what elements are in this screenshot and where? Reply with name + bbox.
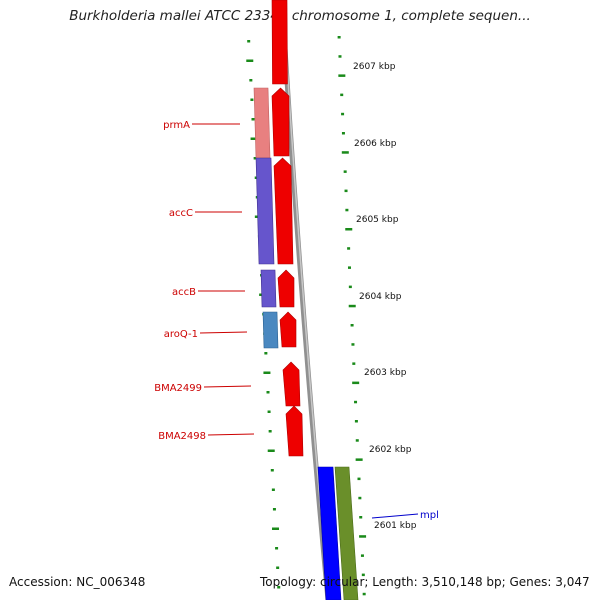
inner-scale-tick [254,176,258,179]
scale-label-kbp-2603: 2603 kbp [364,368,407,378]
cds-arrow-BMA2498 [285,405,304,457]
leader-line-BMA2498 [207,433,255,436]
outer-scale-tick [355,458,363,461]
outer-scale-tick [354,400,358,404]
gene-bar-mpl [334,466,359,600]
inner-scale-tick [246,59,254,62]
inner-scale-tick [277,586,281,589]
leader-line-mpl [371,513,419,519]
cds-block-top [271,0,288,85]
inner-scale-tick [275,547,279,550]
gene-label-mpl: mpl [420,510,439,521]
scale-label-kbp-2606: 2606 kbp [354,139,397,149]
cds-arrow-prmA [271,87,290,157]
gene-label-BMA2499: BMA2499 [154,383,202,394]
outer-scale-tick [357,477,361,481]
outer-scale-tick [344,189,348,193]
outer-scale-tick [352,381,360,385]
outer-scale-tick [343,170,347,173]
cds-arrow-accC [273,157,294,265]
outer-scale-tick [360,554,364,557]
gene-label-prmA: prmA [163,120,190,131]
outer-scale-tick [345,208,349,212]
outer-scale-tick [341,132,345,135]
genome-summary-text: Topology: circular; Length: 3,510,148 bp… [260,575,590,589]
inner-scale-tick [250,137,258,140]
gene-bar-accC [255,157,275,265]
outer-scale-tick [347,266,351,269]
inner-scale-tick [266,391,270,394]
outer-scale-tick [341,112,345,116]
inner-scale-tick [251,118,255,121]
cds-arrow-BMA2499 [282,361,301,407]
gene-label-accC: accC [169,208,193,219]
inner-scale-tick [247,40,251,43]
leader-line-aroQ-1 [199,331,248,334]
scale-label-kbp-2601: 2601 kbp [374,521,417,531]
inner-scale-tick [250,98,254,101]
inner-scale-tick [270,469,274,472]
outer-scale-tick [350,324,354,327]
gene-bar-prmA [253,87,271,159]
outer-scale-tick [355,439,359,442]
gene-label-aroQ-1: aroQ-1 [164,329,198,340]
map-title: Burkholderia mallei ATCC 23344 chromosom… [69,8,531,24]
scale-label-kbp-2604: 2604 kbp [359,292,402,302]
outer-scale-tick [338,55,342,58]
outer-scale-tick [352,362,356,365]
gene-bar-accB [260,269,277,308]
gene-label-BMA2498: BMA2498 [158,431,206,442]
outer-scale-tick [340,93,344,97]
scale-label-kbp-2602: 2602 kbp [369,445,412,455]
inner-scale-tick [276,566,280,569]
inner-scale-tick [253,157,257,160]
outer-scale-tick [351,343,355,346]
outer-scale-tick [347,247,351,250]
accession-text: Accession: NC_006348 [9,575,146,589]
inner-scale-tick [271,488,275,491]
outer-scale-tick [362,592,366,596]
inner-scale-tick [267,449,275,452]
inner-scale-tick [268,430,272,433]
outer-scale-tick [341,151,349,154]
inner-scale-tick [272,508,276,511]
outer-scale-tick [345,228,353,231]
inner-scale-tick [272,527,280,530]
outer-scale-tick [348,304,356,308]
inner-scale-tick [249,79,253,82]
gene-bar-aroQ [262,311,279,349]
outer-scale-tick [337,36,341,39]
outer-scale-tick [361,573,365,577]
inner-scale-tick [264,352,268,355]
cds-arrow-aroQ [279,311,297,348]
outer-scale-tick [359,535,367,538]
cds-arrow-accB [277,269,295,308]
outer-scale-tick [359,516,363,519]
inner-scale-tick [267,410,271,413]
outer-scale-tick [338,74,346,77]
outer-scale-tick [348,285,352,289]
leader-line-BMA2499 [203,385,252,388]
outer-scale-tick [354,420,358,423]
gene-label-accB: accB [172,287,196,298]
scale-label-kbp-2605: 2605 kbp [356,215,399,225]
gene-bar-blue [317,466,342,600]
outer-scale-tick [358,496,362,500]
inner-scale-tick [263,371,271,374]
scale-label-kbp-2607: 2607 kbp [353,62,396,72]
